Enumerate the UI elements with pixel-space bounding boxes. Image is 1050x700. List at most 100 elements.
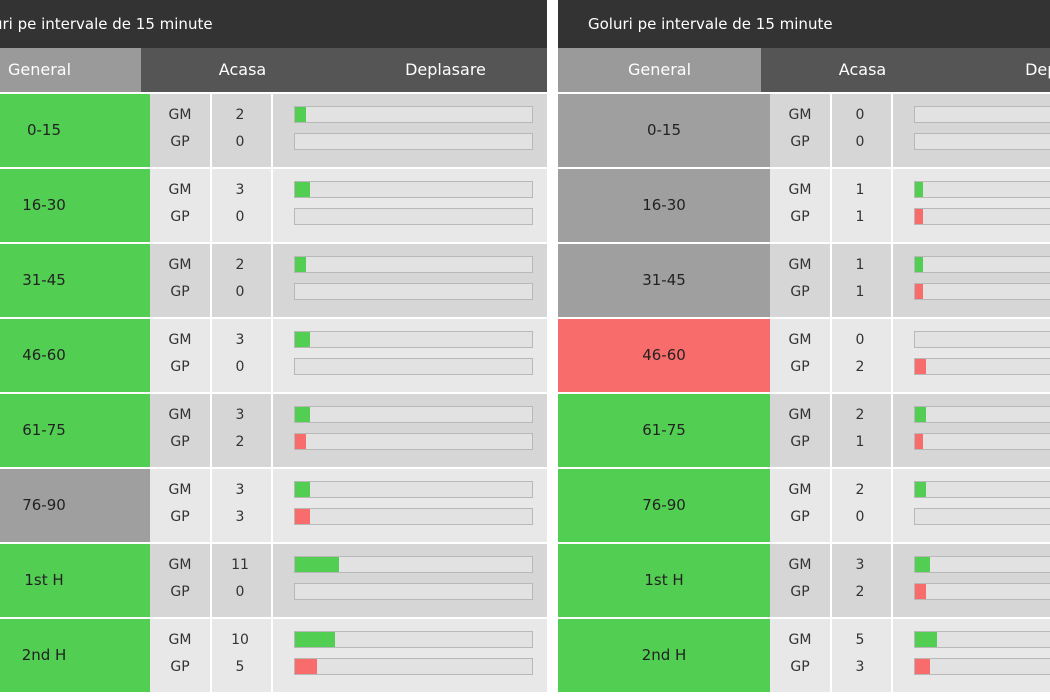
tab[interactable]: Deplasare <box>344 48 547 92</box>
stat-label: GM <box>168 407 192 423</box>
bar-track <box>914 331 1050 348</box>
bar <box>295 632 335 647</box>
bar-track <box>914 283 1050 300</box>
stat-value: 2 <box>855 407 865 423</box>
tab[interactable]: General <box>0 48 141 92</box>
col-sep <box>210 94 273 167</box>
tab[interactable]: Deplasare <box>964 48 1050 92</box>
stat-label: GP <box>170 134 190 150</box>
col-sep <box>150 169 212 242</box>
col-sep <box>210 319 273 392</box>
row: 61-75 GM 2 GP 1 <box>558 394 1050 467</box>
interval-label: 46-60 <box>558 319 770 392</box>
bar <box>915 557 930 572</box>
stat-value: 0 <box>235 134 245 150</box>
bar <box>295 182 310 197</box>
row: 0-15 GM 2 GP 0 <box>0 94 547 167</box>
bar <box>915 632 937 647</box>
interval-label: 1st H <box>0 544 150 617</box>
stat-label: GP <box>170 209 190 225</box>
col-sep <box>150 94 212 167</box>
tab[interactable]: General <box>558 48 761 92</box>
stat-label: GM <box>788 182 812 198</box>
bar-track <box>294 658 533 675</box>
bar-track <box>294 433 533 450</box>
stat-value: 0 <box>235 209 245 225</box>
bar <box>915 482 927 497</box>
bar-track <box>294 631 533 648</box>
col-sep <box>830 394 893 467</box>
stat-label: GP <box>790 509 810 525</box>
bar-track <box>914 358 1050 375</box>
tab[interactable]: Acasa <box>761 48 964 92</box>
stat-label: GP <box>790 659 810 675</box>
bar <box>915 284 923 299</box>
stat-value: 1 <box>855 284 865 300</box>
bar-track <box>914 508 1050 525</box>
stat-label: GM <box>168 257 192 273</box>
bar-track <box>914 631 1050 648</box>
stat-label: GM <box>168 482 192 498</box>
row: 2nd H GM 10 GP 5 <box>0 619 547 692</box>
interval-label: 61-75 <box>0 394 150 467</box>
bar-track <box>294 358 533 375</box>
bar-track <box>914 658 1050 675</box>
stat-value: 2 <box>855 482 865 498</box>
stat-label: GP <box>790 284 810 300</box>
stat-value: 5 <box>235 659 245 675</box>
bar <box>915 182 923 197</box>
panel-title: Goluri pe intervale de 15 minute <box>558 0 1050 48</box>
bar-track <box>294 283 533 300</box>
stat-value: 2 <box>235 107 245 123</box>
bar <box>915 659 930 674</box>
bar <box>915 407 927 422</box>
col-sep <box>830 169 893 242</box>
interval-label: 31-45 <box>0 244 150 317</box>
stat-label: GP <box>790 134 810 150</box>
stat-value: 10 <box>231 632 249 648</box>
stat-value: 2 <box>235 434 245 450</box>
stat-value: 0 <box>235 584 245 600</box>
stat-value: 3 <box>855 659 865 675</box>
bar-track <box>914 133 1050 150</box>
bar-track <box>294 256 533 273</box>
bar-track <box>294 331 533 348</box>
interval-label: 16-30 <box>0 169 150 242</box>
stat-value: 3 <box>235 509 245 525</box>
stat-label: GP <box>170 284 190 300</box>
col-sep <box>210 469 273 542</box>
row: 31-45 GM 2 GP 0 <box>0 244 547 317</box>
bar <box>295 107 307 122</box>
col-sep <box>210 619 273 692</box>
panel-title: Goluri pe intervale de 15 minute <box>0 0 547 48</box>
col-sep <box>210 169 273 242</box>
row: 76-90 GM 2 GP 0 <box>558 469 1050 542</box>
bar-track <box>294 133 533 150</box>
stat-label: GP <box>170 509 190 525</box>
stat-value: 2 <box>235 257 245 273</box>
interval-label: 31-45 <box>558 244 770 317</box>
bar-track <box>914 406 1050 423</box>
bar-track <box>294 481 533 498</box>
col-sep <box>830 94 893 167</box>
stat-label: GM <box>168 557 192 573</box>
stat-label: GP <box>170 359 190 375</box>
stat-label: GP <box>790 434 810 450</box>
row: 31-45 GM 1 GP 1 <box>558 244 1050 317</box>
col-sep <box>830 469 893 542</box>
bar-track <box>914 208 1050 225</box>
tab[interactable]: Acasa <box>141 48 344 92</box>
stat-label: GM <box>788 332 812 348</box>
bar <box>915 359 927 374</box>
stat-label: GM <box>788 257 812 273</box>
stat-label: GM <box>788 482 812 498</box>
bar-track <box>294 508 533 525</box>
bar-track <box>914 433 1050 450</box>
bar <box>915 584 927 599</box>
stat-label: GM <box>788 407 812 423</box>
col-sep <box>770 94 832 167</box>
stat-value: 0 <box>855 332 865 348</box>
bar-track <box>294 106 533 123</box>
stat-label: GM <box>788 107 812 123</box>
bar <box>915 257 923 272</box>
